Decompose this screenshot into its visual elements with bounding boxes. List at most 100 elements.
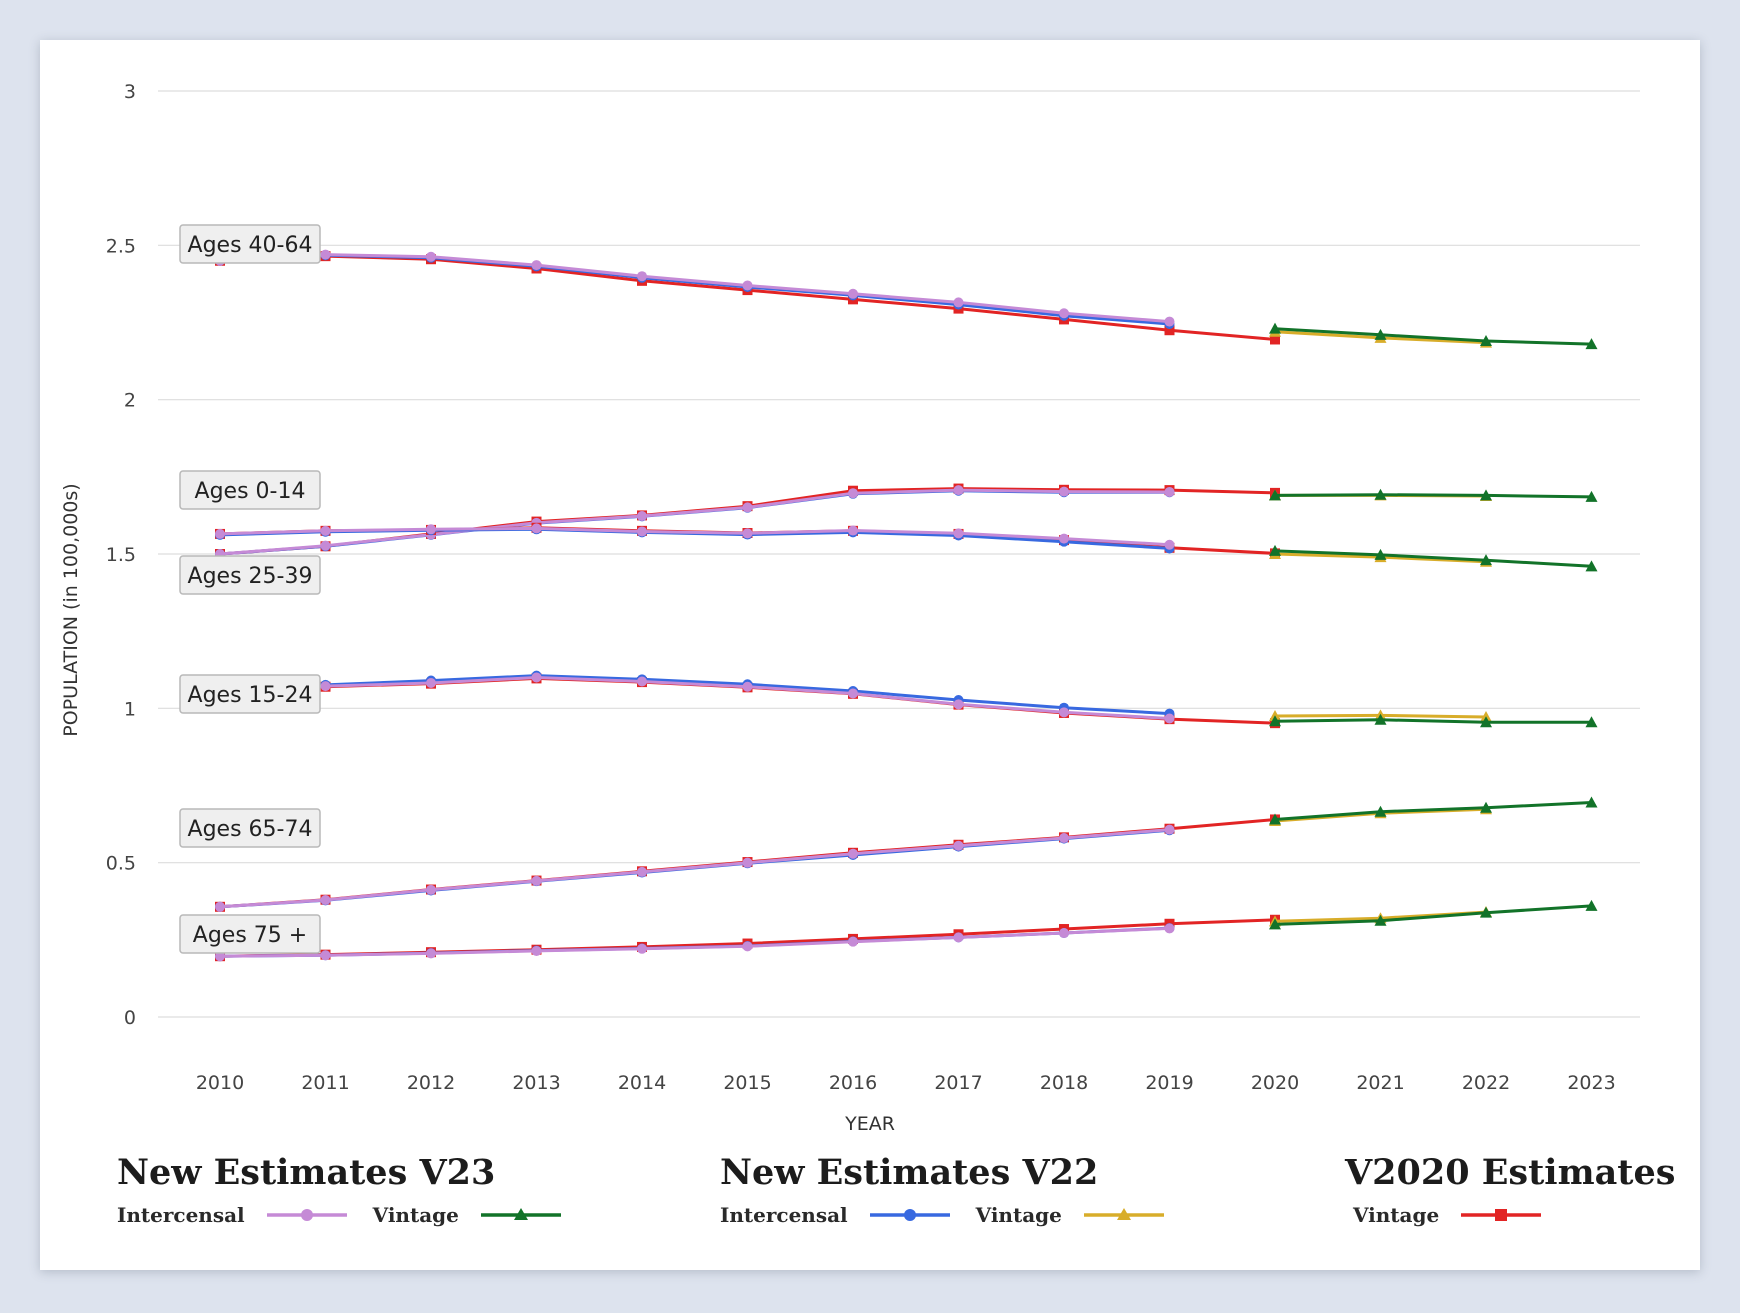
data-point[interactable] bbox=[1585, 560, 1598, 572]
data-point[interactable] bbox=[1164, 325, 1175, 336]
data-point[interactable] bbox=[1585, 796, 1598, 808]
data-point[interactable] bbox=[320, 895, 331, 906]
data-point[interactable] bbox=[1585, 899, 1598, 911]
data-point[interactable] bbox=[637, 943, 647, 954]
data-point[interactable] bbox=[1164, 923, 1175, 934]
data-point[interactable] bbox=[1059, 308, 1069, 319]
data-point[interactable] bbox=[953, 528, 964, 539]
data-point[interactable] bbox=[1269, 489, 1281, 501]
data-point[interactable] bbox=[1059, 486, 1069, 497]
series-line bbox=[1274, 327, 1592, 346]
data-point[interactable] bbox=[1374, 328, 1387, 340]
data-point[interactable] bbox=[1059, 707, 1069, 718]
data-point[interactable] bbox=[1164, 316, 1175, 327]
data-point[interactable] bbox=[1480, 489, 1492, 501]
data-point[interactable] bbox=[1480, 801, 1492, 813]
data-point[interactable] bbox=[1164, 486, 1175, 497]
data-point[interactable] bbox=[1374, 488, 1387, 500]
data-point[interactable] bbox=[531, 875, 542, 886]
data-point[interactable] bbox=[1480, 554, 1492, 566]
x-tick-label: 2011 bbox=[301, 1072, 349, 1094]
data-point[interactable] bbox=[426, 251, 436, 262]
data-point[interactable] bbox=[848, 525, 858, 536]
data-point[interactable] bbox=[1480, 716, 1492, 728]
data-point[interactable] bbox=[320, 249, 331, 260]
x-tick-label: 2016 bbox=[829, 1072, 877, 1094]
data-point[interactable] bbox=[742, 681, 753, 692]
data-point[interactable] bbox=[637, 511, 647, 522]
data-point[interactable] bbox=[848, 848, 858, 859]
data-point[interactable] bbox=[848, 936, 858, 947]
data-point[interactable] bbox=[637, 526, 647, 537]
legend-item-v23-vintage[interactable]: Vintage bbox=[373, 1203, 561, 1227]
data-point[interactable] bbox=[1164, 713, 1175, 724]
legend-v23: New Estimates V23 Intercensal Vintage bbox=[117, 1152, 587, 1227]
series-line bbox=[1274, 801, 1592, 821]
data-point[interactable] bbox=[531, 260, 542, 271]
data-point[interactable] bbox=[1164, 824, 1175, 835]
data-point[interactable] bbox=[742, 502, 753, 513]
age-label-text: Ages 65-74 bbox=[188, 817, 313, 842]
data-point[interactable] bbox=[426, 948, 436, 959]
legend-item-v23-intercensal[interactable]: Intercensal bbox=[117, 1203, 347, 1227]
data-point[interactable] bbox=[1585, 338, 1598, 350]
data-point[interactable] bbox=[848, 688, 858, 699]
data-point[interactable] bbox=[1269, 715, 1281, 727]
chart-card: 0 0.5 1 1.5 2 2.5 3 2010 2011 2012 2013 2014 2015 20… bbox=[40, 40, 1700, 1270]
legend-item-v2020-vintage[interactable]: Vintage bbox=[1353, 1203, 1542, 1227]
series-ages-65-74-v23-vintage bbox=[1269, 796, 1598, 825]
data-point[interactable] bbox=[426, 524, 436, 535]
data-point[interactable] bbox=[742, 941, 753, 952]
data-point[interactable] bbox=[637, 271, 647, 282]
data-point[interactable] bbox=[1374, 805, 1387, 817]
data-point[interactable] bbox=[215, 901, 225, 912]
legend-item-v22-vintage[interactable]: Vintage bbox=[976, 1203, 1164, 1227]
data-point[interactable] bbox=[1585, 490, 1598, 502]
data-point[interactable] bbox=[215, 528, 225, 539]
data-point[interactable] bbox=[531, 945, 542, 956]
data-point[interactable] bbox=[320, 525, 331, 536]
data-point[interactable] bbox=[953, 297, 964, 308]
data-point[interactable] bbox=[1269, 322, 1281, 334]
data-point[interactable] bbox=[953, 699, 964, 710]
data-point[interactable] bbox=[742, 528, 753, 539]
data-point[interactable] bbox=[1374, 548, 1387, 560]
data-point[interactable] bbox=[1480, 906, 1492, 918]
data-point[interactable] bbox=[848, 288, 858, 299]
data-point[interactable] bbox=[1269, 813, 1281, 825]
data-point[interactable] bbox=[1270, 334, 1280, 345]
data-point[interactable] bbox=[742, 280, 753, 291]
data-point[interactable] bbox=[953, 840, 964, 851]
data-point[interactable] bbox=[531, 672, 542, 683]
legend-v22-intercensal-label: Intercensal bbox=[720, 1203, 848, 1227]
series-ages-65-74-v23-intercensal bbox=[215, 824, 1175, 912]
data-point[interactable] bbox=[426, 678, 436, 689]
legend-v2020-title: V2020 Estimates bbox=[1345, 1152, 1676, 1193]
data-point[interactable] bbox=[1059, 832, 1069, 843]
data-point[interactable] bbox=[1480, 335, 1492, 347]
series-line bbox=[1274, 904, 1592, 926]
x-tick-label: 2014 bbox=[618, 1072, 666, 1094]
data-point[interactable] bbox=[320, 681, 331, 692]
data-point[interactable] bbox=[1374, 713, 1387, 725]
data-point[interactable] bbox=[742, 857, 753, 868]
data-point[interactable] bbox=[1269, 918, 1281, 930]
data-point[interactable] bbox=[1269, 544, 1281, 556]
data-point[interactable] bbox=[953, 485, 964, 496]
series-ages-15-24-v23-vintage bbox=[1269, 713, 1598, 728]
data-point[interactable] bbox=[426, 884, 436, 895]
data-point[interactable] bbox=[1374, 914, 1387, 926]
data-point[interactable] bbox=[1164, 539, 1175, 550]
y-tick-label: 1.5 bbox=[106, 544, 136, 566]
data-point[interactable] bbox=[1585, 716, 1598, 728]
data-point[interactable] bbox=[1059, 533, 1069, 544]
data-point[interactable] bbox=[320, 950, 331, 961]
data-point[interactable] bbox=[637, 676, 647, 687]
data-point[interactable] bbox=[637, 866, 647, 877]
legend-item-v22-intercensal[interactable]: Intercensal bbox=[720, 1203, 950, 1227]
data-point[interactable] bbox=[320, 540, 331, 551]
data-point[interactable] bbox=[953, 932, 964, 943]
data-point[interactable] bbox=[1059, 928, 1069, 939]
data-point[interactable] bbox=[531, 523, 542, 534]
data-point[interactable] bbox=[848, 488, 858, 499]
